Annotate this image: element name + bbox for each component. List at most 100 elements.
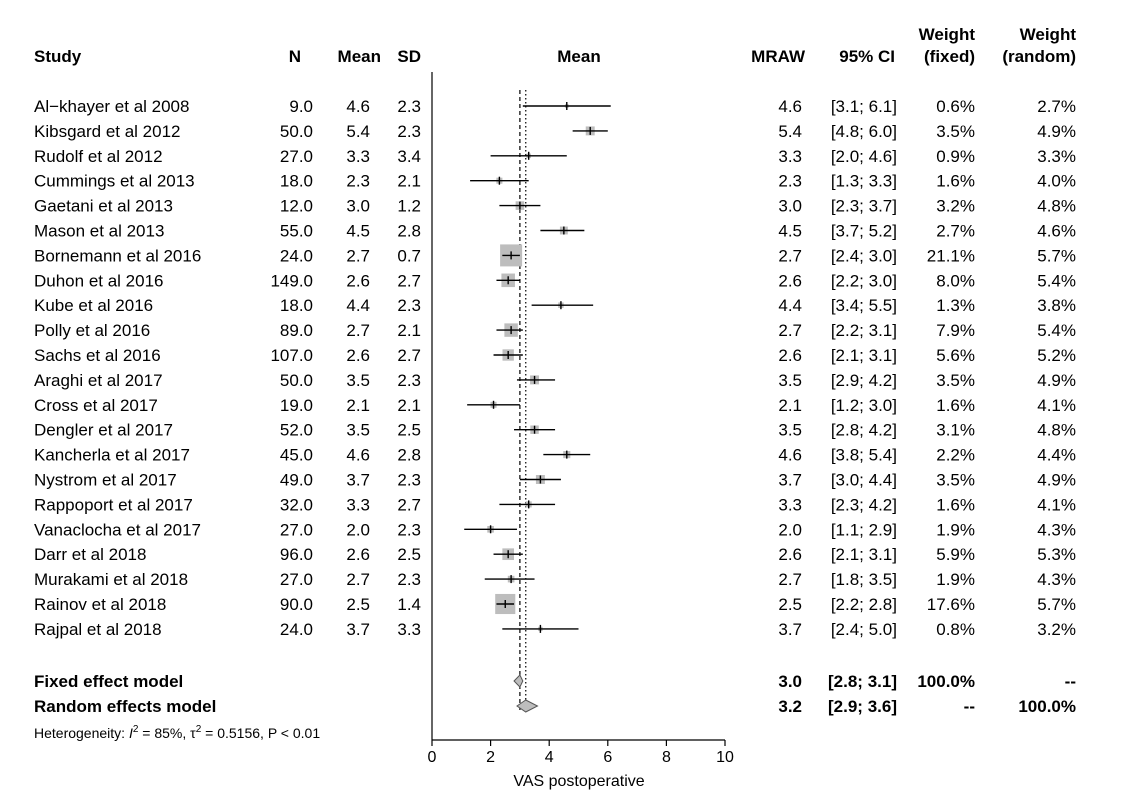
study-mraw: 4.6 [778,446,802,465]
study-weight-fixed: 0.6% [936,97,975,116]
study-sd: 2.3 [397,471,421,490]
study-sd: 2.3 [397,371,421,390]
x-tick-label: 0 [428,749,437,766]
i2-symbol: I [129,725,133,741]
study-n: 32.0 [280,495,313,514]
study-name: Rappoport et al 2017 [34,495,193,514]
study-mraw: 4.5 [778,222,802,241]
x-tick-label: 2 [486,749,495,766]
summary-weight-fixed: -- [964,697,975,716]
study-ci: [2.2; 3.1] [831,321,897,340]
study-ci: [1.3; 3.3] [831,172,897,191]
study-mean: 2.7 [346,321,370,340]
study-weight-fixed: 1.6% [936,396,975,415]
study-ci: [2.3; 4.2] [831,495,897,514]
study-mraw: 2.5 [778,595,802,614]
summary-ci: [2.9; 3.6] [828,697,897,716]
study-name: Cross et al 2017 [34,396,158,415]
study-sd: 1.2 [397,197,421,216]
study-weight-random: 3.8% [1037,296,1076,315]
study-ci: [2.9; 4.2] [831,371,897,390]
study-mean: 3.5 [346,371,370,390]
header-weight-random-line1: Weight [1020,25,1077,44]
x-tick-label: 6 [603,749,612,766]
study-ci: [1.8; 3.5] [831,570,897,589]
study-weight-random: 4.0% [1037,172,1076,191]
study-sd: 2.1 [397,396,421,415]
study-mean: 2.3 [346,172,370,191]
study-ci: [3.7; 5.2] [831,222,897,241]
study-name: Sachs et al 2016 [34,346,161,365]
study-mraw: 3.3 [778,147,802,166]
summary-rows: Fixed effect model 3.0 [2.8; 3.1] 100.0% -- R… [34,672,1076,716]
summary-mraw: 3.0 [778,672,802,691]
study-mraw: 2.7 [778,246,802,265]
study-mraw: 2.6 [778,545,802,564]
header-mean: Mean [338,47,381,66]
study-mraw: 3.5 [778,421,802,440]
study-weight-random: 4.1% [1037,495,1076,514]
study-sd: 2.8 [397,222,421,241]
header-study: Study [34,47,82,66]
study-sd: 0.7 [397,246,421,265]
random-effects-label: Random effects model [34,697,216,716]
study-weight-random: 4.6% [1037,222,1076,241]
study-name: Kancherla et al 2017 [34,446,190,465]
study-name: Mason et al 2013 [34,222,164,241]
study-weight-fixed: 2.7% [936,222,975,241]
header-mraw: MRAW [751,47,806,66]
study-n: 107.0 [270,346,313,365]
study-ci: [2.2; 3.0] [831,271,897,290]
study-n: 49.0 [280,471,313,490]
study-weight-random: 4.3% [1037,520,1076,539]
i2-sup: 2 [133,724,139,735]
study-mraw: 3.5 [778,371,802,390]
study-weight-random: 2.7% [1037,97,1076,116]
study-weight-fixed: 21.1% [927,246,975,265]
study-mean: 2.5 [346,595,370,614]
heterogeneity-note: Heterogeneity: I2 = 85%, τ2 = 0.5156, P … [34,724,320,741]
study-mean: 2.1 [346,396,370,415]
study-ci: [1.1; 2.9] [831,520,897,539]
study-mraw: 2.7 [778,570,802,589]
study-weight-random: 4.9% [1037,471,1076,490]
study-weight-fixed: 1.6% [936,172,975,191]
study-sd: 2.1 [397,172,421,191]
plot-area [431,72,611,740]
study-mraw: 2.3 [778,172,802,191]
study-sd: 3.4 [397,147,421,166]
study-weight-random: 5.7% [1037,246,1076,265]
study-sd: 2.3 [397,520,421,539]
study-name: Al−khayer et al 2008 [34,97,189,116]
study-name: Duhon et al 2016 [34,271,164,290]
study-name: Vanaclocha et al 2017 [34,520,201,539]
study-sd: 2.7 [397,495,421,514]
study-mean: 3.7 [346,471,370,490]
study-weight-random: 4.4% [1037,446,1076,465]
study-sd: 2.3 [397,122,421,141]
study-ci: [3.4; 5.5] [831,296,897,315]
header-weight-random-line2: (random) [1002,47,1076,66]
fixed-effect-diamond [513,674,524,688]
study-weight-random: 3.2% [1037,620,1076,639]
study-mraw: 2.7 [778,321,802,340]
study-mean: 2.7 [346,246,370,265]
study-weight-fixed: 1.3% [936,296,975,315]
study-weight-fixed: 3.5% [936,122,975,141]
study-n: 149.0 [270,271,313,290]
study-name: Araghi et al 2017 [34,371,163,390]
study-n: 96.0 [280,545,313,564]
study-weight-fixed: 3.5% [936,371,975,390]
study-weight-random: 4.9% [1037,122,1076,141]
study-sd: 1.4 [397,595,421,614]
study-weight-random: 4.1% [1037,396,1076,415]
study-mean: 3.7 [346,620,370,639]
study-weight-random: 4.8% [1037,421,1076,440]
heterogeneity-prefix: Heterogeneity: [34,725,129,741]
table-header: Study N Mean SD Mean MRAW 95% CI Weight … [34,25,1076,66]
study-name: Bornemann et al 2016 [34,246,201,265]
study-sd: 2.5 [397,421,421,440]
study-n: 52.0 [280,421,313,440]
study-weight-random: 5.4% [1037,321,1076,340]
header-ci: 95% CI [839,47,895,66]
